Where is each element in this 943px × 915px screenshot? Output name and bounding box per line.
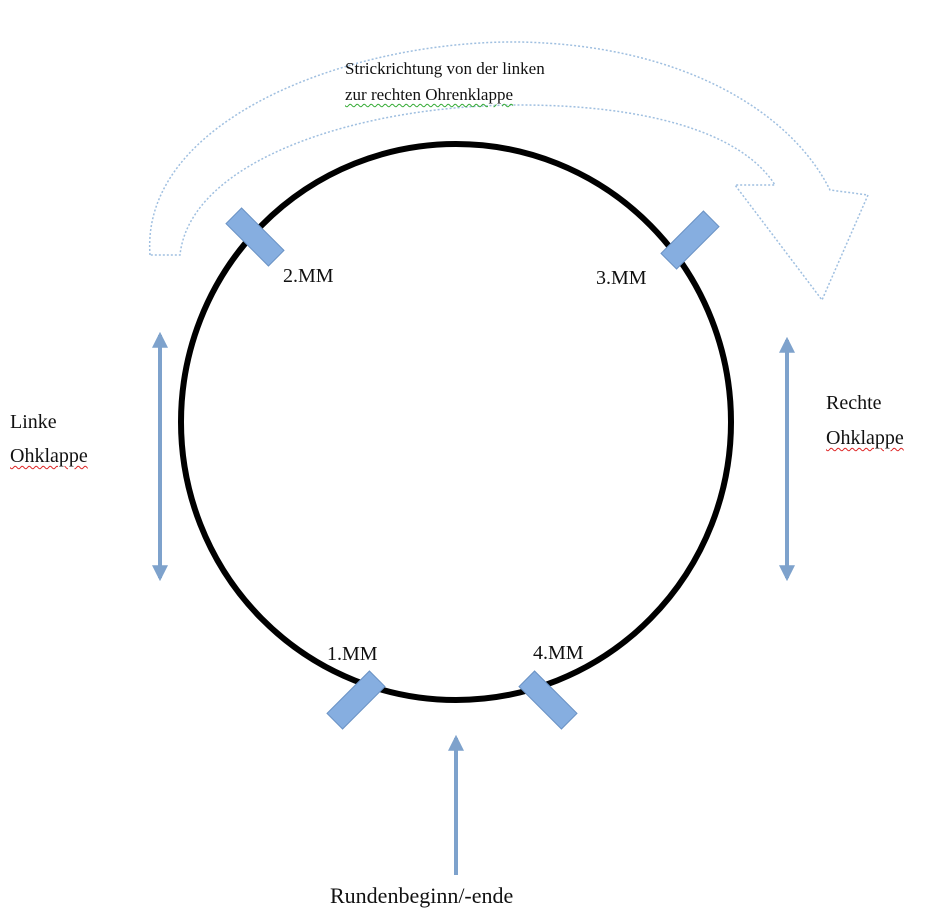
marker-label: 2.MM [283,265,334,287]
direction-text: zur rechten Ohrenklappe [345,85,514,104]
direction-text: Strickrichtung von der linken [345,59,545,78]
marker-2 [225,207,285,267]
marker-label: 3.MM [596,267,647,289]
right-label: Rechte [826,392,882,414]
marker-4 [518,670,578,730]
marker-3 [660,210,720,270]
marker-1 [326,670,386,730]
bottom-label: Rundenbeginn/-ende [330,883,514,908]
left-label: Ohklappe [10,445,88,467]
left-label: Linke [10,411,57,433]
marker-label: 4.MM [533,642,584,664]
round-circle [178,141,734,703]
right-label: Ohklappe [826,427,904,449]
marker-label: 1.MM [327,643,378,665]
direction-arrow [149,41,870,302]
